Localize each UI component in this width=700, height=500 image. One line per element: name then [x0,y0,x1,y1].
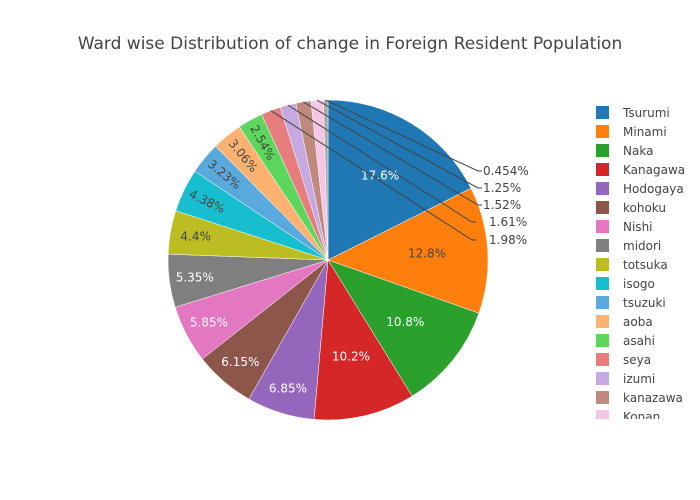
pie-leader-konan [316,99,482,189]
pie-leader-seya [270,110,476,241]
legend-item-midori[interactable]: midori [596,236,700,255]
legend-item-tsurumi[interactable]: Tsurumi [596,103,700,122]
pie-slice-tsurumi[interactable] [327,99,472,261]
legend-label: kohoku [623,200,666,215]
legend-swatch [596,258,609,271]
legend-swatch [596,391,609,404]
legend-swatch [596,353,609,366]
legend-item-konan[interactable]: Konan [596,407,700,419]
legend-swatch [596,239,609,252]
legend-label: tsuzuki [623,295,666,310]
legend-item-izumi[interactable]: izumi [596,369,700,388]
pie-label-sakae: 0.454% [483,164,529,178]
pie-leader-kanazawa [303,101,482,206]
legend-item-asahi[interactable]: asahi [596,331,700,350]
legend-item-seya[interactable]: seya [596,350,700,369]
pie-slice-naka[interactable] [327,259,480,397]
pie-leader-sakae [325,99,482,172]
pie-label-kohoku: 6.15% [221,355,259,369]
legend-item-isogo[interactable]: isogo [596,274,700,293]
pie-slice-kanagawa[interactable] [313,259,413,421]
legend-label: kanazawa [623,390,683,405]
legend-label: Tsurumi [623,105,670,120]
pie-label-nishi: 5.85% [190,315,228,329]
pie-label-seya: 1.98% [489,233,527,247]
pie-slices [167,99,489,421]
legend-swatch [596,277,609,290]
legend-swatch [596,296,609,309]
pie-label-kanazawa: 1.52% [483,198,521,212]
chart-title: Ward wise Distribution of change in Fore… [77,34,623,54]
legend-item-kanagawa[interactable]: Kanagawa [596,160,700,179]
legend-item-kanazawa[interactable]: kanazawa [596,388,700,407]
pie-slice-minami[interactable] [327,187,489,314]
legend: Tsurumi Minami Naka Kanagawa Hodogaya kohoku N… [596,103,700,419]
legend-swatch [596,144,609,157]
legend-label: Kanagawa [623,162,686,177]
legend-item-minami[interactable]: Minami [596,122,700,141]
legend-label: isogo [623,276,655,291]
pie-label-kanagawa: 10.2% [332,350,370,364]
legend-swatch [596,106,609,119]
legend-label: aoba [623,314,653,329]
legend-swatch [596,182,609,195]
legend-label: Naka [623,143,654,158]
pie-leader-izumi [287,104,476,223]
legend-item-hodogaya[interactable]: Hodogaya [596,179,700,198]
pie-label-midori: 5.35% [176,271,214,285]
legend-swatch [596,334,609,347]
legend-label: Nishi [623,219,653,234]
legend-label: izumi [623,371,656,386]
pie-label-izumi: 1.61% [489,215,527,229]
legend-swatch [596,125,609,138]
legend-item-kohoku[interactable]: kohoku [596,198,700,217]
legend-label: seya [623,352,652,367]
legend-swatch [596,201,609,214]
pie-label-minami: 12.8% [408,247,446,261]
pie-label-konan: 1.25% [483,181,521,195]
legend-swatch [596,220,609,233]
pie-label-naka: 10.8% [386,315,424,329]
legend-label: asahi [623,333,655,348]
legend-item-nishi[interactable]: Nishi [596,217,700,236]
legend-item-naka[interactable]: Naka [596,141,700,160]
pie-label-totsuka: 4.4% [180,230,211,244]
legend-item-aoba[interactable]: aoba [596,312,700,331]
legend-swatch [596,163,609,176]
legend-swatch [596,372,609,385]
legend-swatch [596,315,609,328]
pie-label-hodogaya: 6.85% [269,381,307,395]
legend-swatch [596,410,609,419]
legend-label: Konan [623,409,661,420]
legend-label: totsuka [623,257,668,272]
pie-label-tsurumi: 17.6% [361,169,399,183]
legend-item-totsuka[interactable]: totsuka [596,255,700,274]
legend-label: Hodogaya [623,181,684,196]
legend-label: Minami [623,124,667,139]
legend-label: midori [623,238,662,253]
legend-item-tsuzuki[interactable]: tsuzuki [596,293,700,312]
